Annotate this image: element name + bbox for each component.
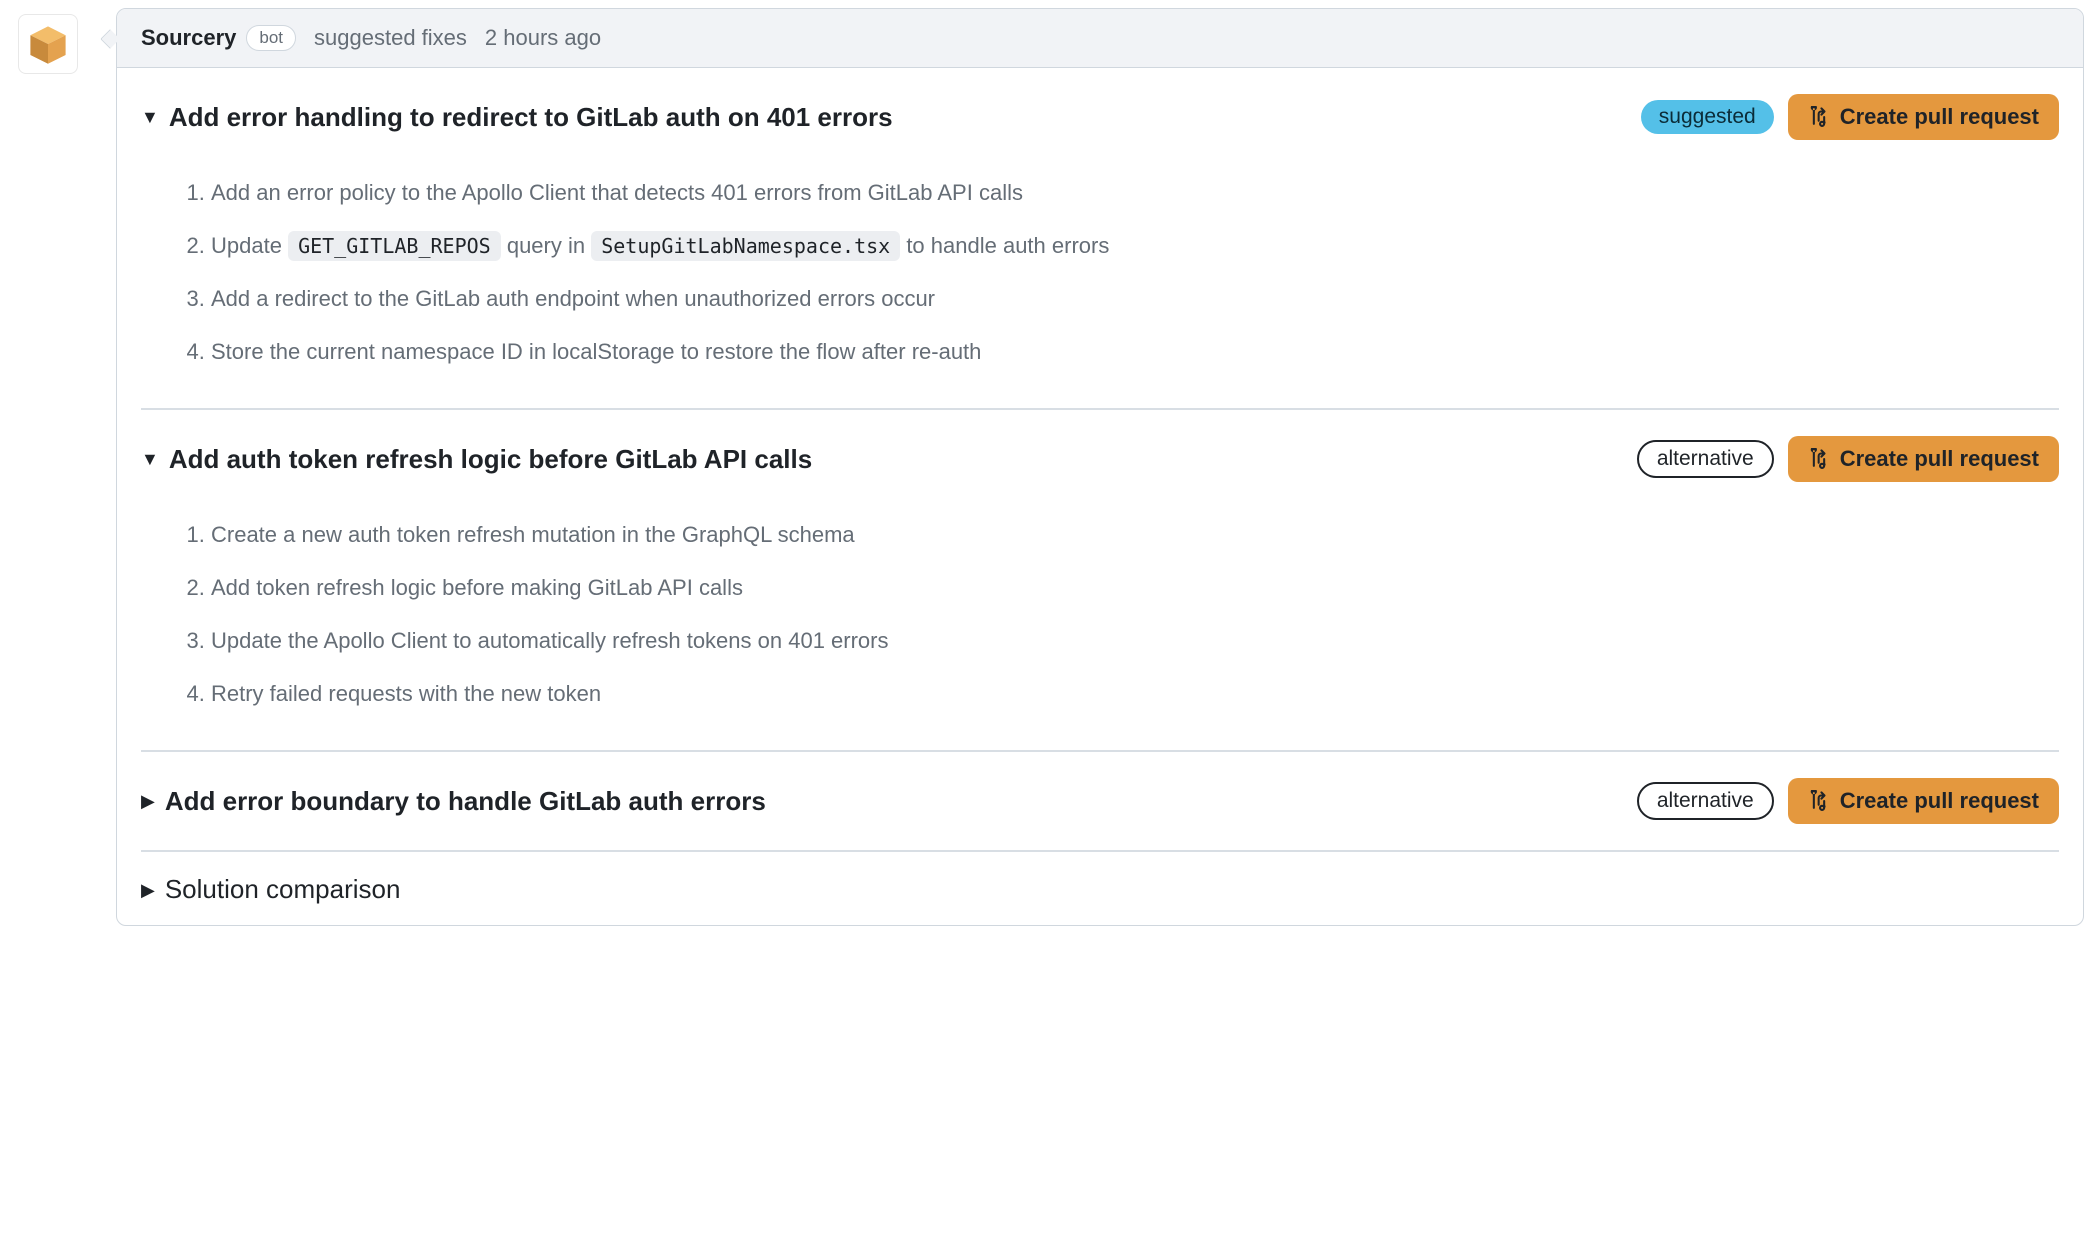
author-name[interactable]: Sourcery xyxy=(141,25,236,51)
section-title: Add auth token refresh logic before GitL… xyxy=(169,444,812,475)
list-item: Retry failed requests with the new token xyxy=(211,667,2059,720)
comment-card: Sourcery bot suggested fixes 2 hours ago… xyxy=(116,8,2084,926)
button-label: Create pull request xyxy=(1840,104,2039,130)
button-label: Create pull request xyxy=(1840,788,2039,814)
section-title: Add error boundary to handle GitLab auth… xyxy=(165,786,766,817)
create-pull-request-button[interactable]: Create pull request xyxy=(1788,436,2059,482)
inline-code: SetupGitLabNamespace.tsx xyxy=(591,231,900,261)
steps-list: Add an error policy to the Apollo Client… xyxy=(141,166,2059,378)
steps-list: Create a new auth token refresh mutation… xyxy=(141,508,2059,720)
header-action-text: suggested fixes xyxy=(314,25,467,51)
avatar[interactable] xyxy=(18,14,78,74)
button-label: Create pull request xyxy=(1840,446,2039,472)
create-pull-request-button[interactable]: Create pull request xyxy=(1788,94,2059,140)
list-item: Store the current namespace ID in localS… xyxy=(211,325,2059,378)
section-toggle[interactable]: ▼ Add auth token refresh logic before Git… xyxy=(141,444,1623,475)
status-badge: suggested xyxy=(1641,100,1774,134)
section-title: Solution comparison xyxy=(165,874,401,905)
box-3d-icon xyxy=(26,22,70,66)
list-item: Create a new auth token refresh mutation… xyxy=(211,508,2059,561)
chevron-right-icon: ▶ xyxy=(141,881,155,899)
inline-code: GET_GITLAB_REPOS xyxy=(288,231,501,261)
status-badge: alternative xyxy=(1637,782,1774,820)
status-badge: alternative xyxy=(1637,440,1774,478)
chevron-down-icon: ▼ xyxy=(141,450,159,468)
section-title: Add error handling to redirect to GitLab… xyxy=(169,102,893,133)
chevron-down-icon: ▼ xyxy=(141,108,159,126)
fix-section: ▶ Add error boundary to handle GitLab aut… xyxy=(141,750,2059,824)
section-toggle[interactable]: ▶ Add error boundary to handle GitLab aut… xyxy=(141,786,1623,817)
list-item: Update the Apollo Client to automaticall… xyxy=(211,614,2059,667)
solution-comparison-section: ▶ Solution comparison xyxy=(141,850,2059,905)
comment-header: Sourcery bot suggested fixes 2 hours ago xyxy=(117,9,2083,68)
section-toggle[interactable]: ▶ Solution comparison xyxy=(141,874,2059,905)
git-pull-request-icon xyxy=(1808,448,1830,470)
bot-badge: bot xyxy=(246,25,296,51)
create-pull-request-button[interactable]: Create pull request xyxy=(1788,778,2059,824)
section-toggle[interactable]: ▼ Add error handling to redirect to GitLa… xyxy=(141,102,1627,133)
list-item: Add an error policy to the Apollo Client… xyxy=(211,166,2059,219)
fix-section: ▼ Add error handling to redirect to GitLa… xyxy=(141,68,2059,378)
list-item: Add a redirect to the GitLab auth endpoi… xyxy=(211,272,2059,325)
git-pull-request-icon xyxy=(1808,790,1830,812)
list-item: Update GET_GITLAB_REPOS query in SetupGi… xyxy=(211,219,2059,272)
git-pull-request-icon xyxy=(1808,106,1830,128)
header-timestamp[interactable]: 2 hours ago xyxy=(485,25,601,51)
fix-section: ▼ Add auth token refresh logic before Git… xyxy=(141,408,2059,720)
list-item: Add token refresh logic before making Gi… xyxy=(211,561,2059,614)
chevron-right-icon: ▶ xyxy=(141,792,155,810)
